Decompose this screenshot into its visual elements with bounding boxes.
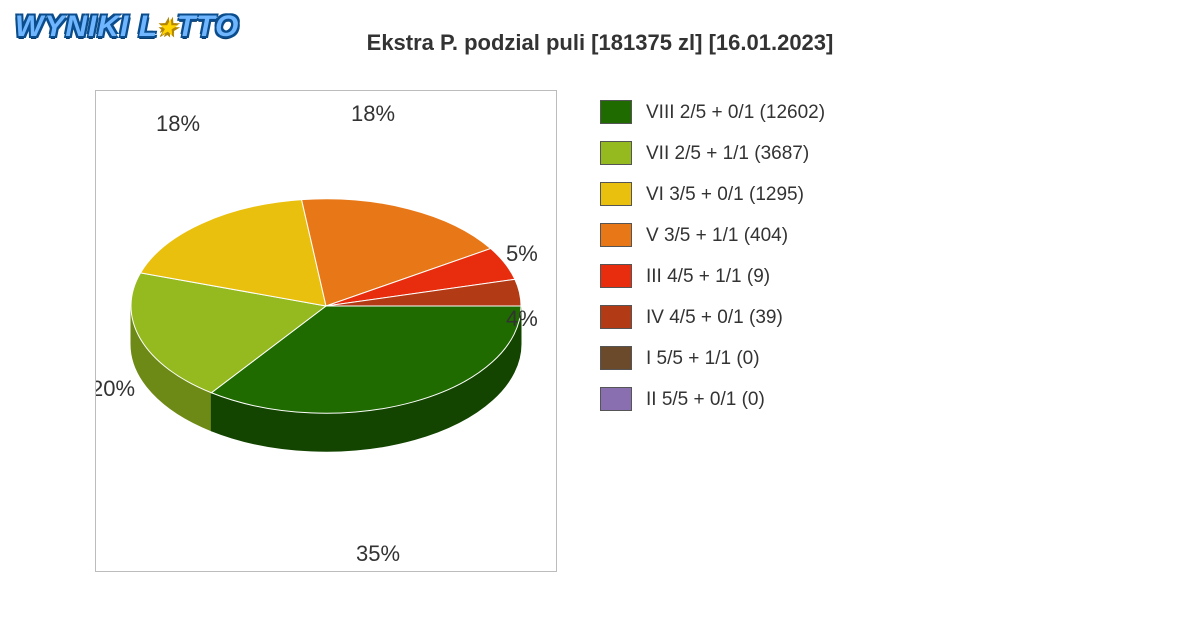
legend-swatch: [600, 223, 632, 247]
legend-label: VIII 2/5 + 0/1 (12602): [646, 103, 825, 122]
pie-slice-label: 20%: [96, 376, 135, 401]
pie-slice-label: 5%: [506, 241, 538, 266]
legend-item: V 3/5 + 1/1 (404): [600, 223, 825, 247]
legend-item: VIII 2/5 + 0/1 (12602): [600, 100, 825, 124]
legend-label: VII 2/5 + 1/1 (3687): [646, 144, 809, 163]
legend-swatch: [600, 346, 632, 370]
legend-swatch: [600, 387, 632, 411]
legend-item: IV 4/5 + 0/1 (39): [600, 305, 825, 329]
pie-slice-label: 35%: [356, 541, 400, 566]
pie-slice-label: 18%: [156, 111, 200, 136]
legend-label: II 5/5 + 0/1 (0): [646, 390, 765, 409]
legend-item: II 5/5 + 0/1 (0): [600, 387, 825, 411]
legend-item: VI 3/5 + 0/1 (1295): [600, 182, 825, 206]
legend-label: VI 3/5 + 0/1 (1295): [646, 185, 804, 204]
legend-item: VII 2/5 + 1/1 (3687): [600, 141, 825, 165]
legend-swatch: [600, 305, 632, 329]
legend-swatch: [600, 182, 632, 206]
pie-slice-label: 18%: [351, 101, 395, 126]
legend-label: III 4/5 + 1/1 (9): [646, 267, 770, 286]
legend: VIII 2/5 + 0/1 (12602) VII 2/5 + 1/1 (368…: [600, 100, 825, 428]
legend-label: I 5/5 + 1/1 (0): [646, 349, 760, 368]
legend-item: I 5/5 + 1/1 (0): [600, 346, 825, 370]
legend-label: V 3/5 + 1/1 (404): [646, 226, 788, 245]
legend-swatch: [600, 141, 632, 165]
pie-chart-frame: 35% 20% 18% 18% 5% 4%: [95, 90, 557, 572]
legend-swatch: [600, 100, 632, 124]
legend-label: IV 4/5 + 0/1 (39): [646, 308, 783, 327]
legend-swatch: [600, 264, 632, 288]
pie-chart: 35% 20% 18% 18% 5% 4%: [96, 91, 556, 571]
page: { "logo": { "word1": "WYNIKI", "word2_pr…: [0, 0, 1200, 630]
pie-slice-label: 4%: [506, 306, 538, 331]
legend-item: III 4/5 + 1/1 (9): [600, 264, 825, 288]
chart-title: Ekstra P. podzial puli [181375 zl] [16.0…: [0, 30, 1200, 56]
